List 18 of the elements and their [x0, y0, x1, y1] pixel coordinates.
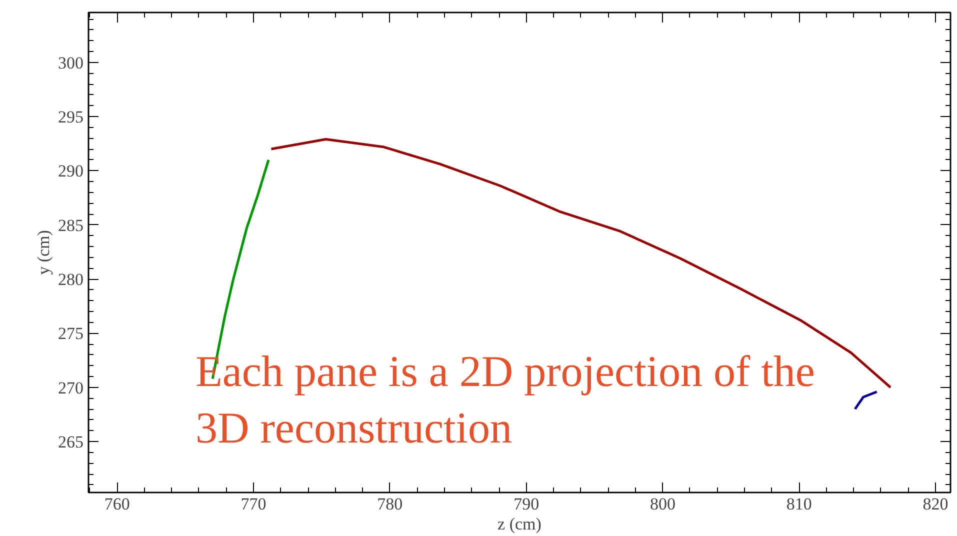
y-tick-label: 290: [58, 162, 84, 181]
x-tick-label: 800: [650, 494, 676, 514]
x-tick-label: 820: [922, 494, 948, 514]
y-axis-title: y (cm): [34, 230, 53, 275]
y-tick-label: 275: [58, 324, 84, 344]
annotation: Each pane is a 2D projection of the 3D reconstruction: [196, 347, 815, 452]
y-tick-label: 270: [58, 378, 84, 398]
x-tick-label: 770: [240, 494, 266, 514]
x-axis-title: z (cm): [498, 514, 542, 534]
y-tick-label: 285: [58, 216, 84, 235]
y-tick-label: 300: [58, 53, 84, 72]
y-tick-label: 265: [58, 432, 84, 452]
x-tick-label: 760: [104, 494, 130, 514]
x-tick-label: 780: [377, 494, 403, 514]
x-tick-label: 810: [786, 494, 812, 514]
y-tick-label: 280: [58, 270, 84, 290]
y-tick-label: 295: [58, 108, 84, 127]
x-tick-label: 790: [514, 494, 540, 514]
